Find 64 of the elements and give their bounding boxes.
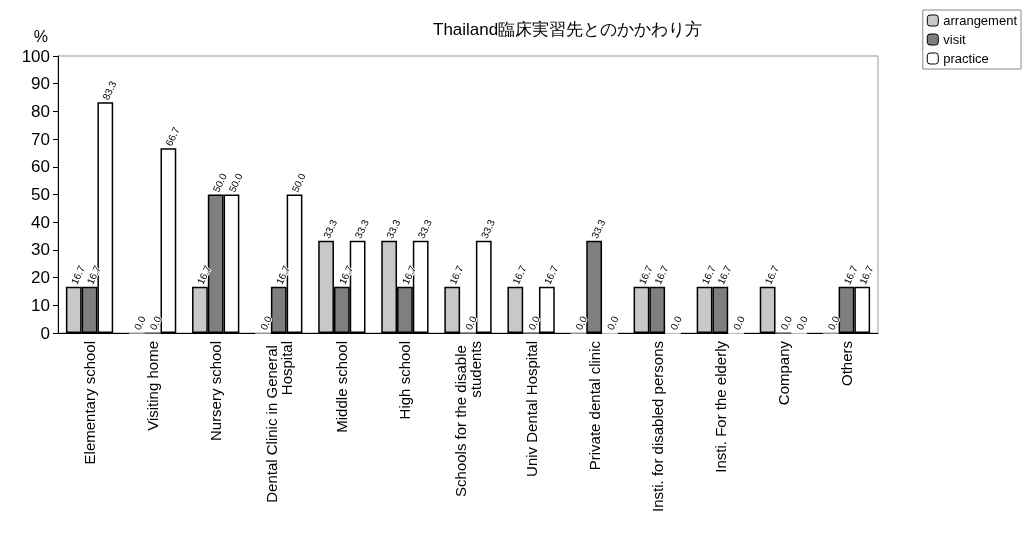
data-label: 16.7 [447,263,466,287]
data-label: 16.7 [857,263,876,287]
y-tick-label: 30 [31,240,50,260]
data-label: 16.7 [510,263,529,287]
x-tick-label: Company [774,340,792,406]
y-tick-label: 80 [31,101,50,121]
data-label: 16.7 [399,263,419,287]
data-label: 0.0 [573,313,590,332]
y-tick-label: 90 [31,74,50,94]
x-tick-label: Elementary school [81,341,99,465]
data-label: 0.0 [794,313,811,332]
data-label: 66.7 [163,124,182,148]
chart-title: Thailand臨床実習先とのかかわり方 [433,20,703,39]
data-label: 16.7 [636,263,655,287]
x-tick-label: Univ Dental Hospital [522,341,540,477]
y-tick-label: 20 [31,268,50,288]
data-label: 16.7 [715,263,734,287]
data-label: 33.3 [352,217,372,241]
y-tick-label: 0 [40,323,50,343]
x-tick-label: Insti. For the elderly [711,340,729,473]
x-tick-label: Nursery school [207,341,225,442]
x-tick-label: Visiting home [144,341,162,431]
data-label: 0.0 [131,313,148,332]
data-label: 16.7 [841,263,860,287]
x-tick-label: Insti. for disabled persons [648,341,666,512]
x-tick-label: Private dental clinic [585,340,603,471]
data-label: 16.7 [273,263,293,287]
data-label: 16.7 [194,263,214,287]
data-label: 0.0 [668,313,685,332]
y-axis-title: % [33,27,48,45]
data-label: 33.3 [589,217,608,241]
data-label: 0.0 [463,313,480,332]
x-tick-label: Middle school [333,341,351,433]
data-label: 0.0 [147,313,164,332]
data-label: 50.0 [289,171,308,194]
y-tick-label: 60 [31,157,50,177]
x-tick-label: High school [396,341,414,420]
data-label: 33.3 [478,217,498,241]
data-label: 33.3 [415,217,435,241]
data-label: 33.3 [321,217,340,241]
data-label: 16.7 [699,263,718,287]
data-label: 0.0 [778,313,795,332]
data-label: 0.0 [604,313,621,332]
data-label: 33.3 [384,217,403,241]
data-label: 16.7 [336,263,356,287]
legend-label: practice [943,51,989,66]
legend-label: arrangement [943,13,1018,28]
y-tick-label: 10 [31,295,50,315]
data-label: 0.0 [731,313,748,332]
x-tick-label: Dental Clinic in General Hospital [262,341,295,503]
data-label: 0.0 [526,313,543,332]
data-label: 16.7 [762,263,782,287]
x-tick-label: Others [837,341,855,387]
data-label: 0.0 [825,313,842,332]
y-tick-label: 100 [21,46,50,66]
data-label: 83.3 [100,78,119,102]
y-tick-label: 50 [31,185,50,204]
x-tick-label: Schools for the disable students [452,341,484,497]
data-label: 16.7 [652,263,671,287]
legend-label: visit [943,32,967,47]
data-label: 16.7 [541,263,561,287]
data-label: 0.0 [258,313,275,332]
y-tick-label: 70 [31,129,50,149]
y-tick-label: 40 [31,212,50,232]
